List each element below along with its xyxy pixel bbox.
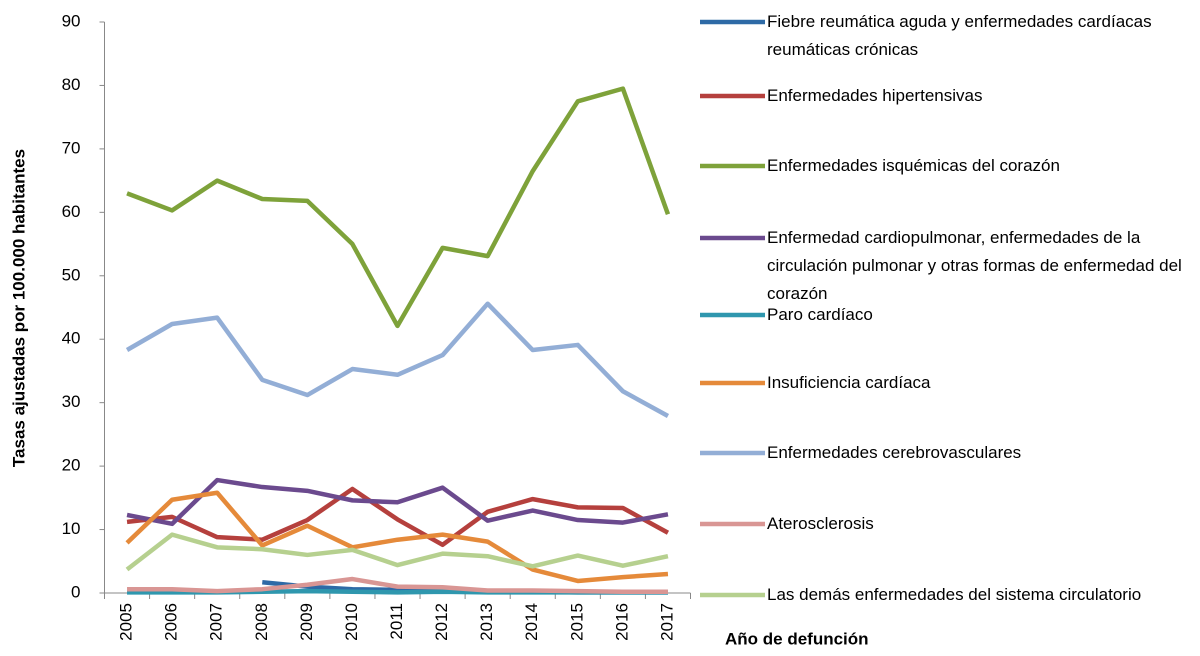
legend-label: Paro cardíaco [767, 305, 873, 324]
series-line [125, 490, 669, 584]
y-tick-label: 0 [71, 582, 80, 601]
y-tick-label: 60 [62, 202, 81, 221]
y-tick-label: 20 [62, 456, 81, 475]
y-tick-label: 10 [62, 519, 81, 538]
legend-label: Las demás enfermedades del sistema circu… [767, 585, 1142, 604]
legend-label: Enfermedades isquémicas del corazón [767, 156, 1060, 175]
x-tick-label: 2017 [657, 603, 676, 641]
y-axis-label: Tasas ajustadas por 100.000 habitantes [9, 149, 28, 467]
x-tick-label: 2013 [477, 603, 496, 641]
series-line [126, 486, 670, 548]
y-tick-label: 50 [62, 265, 81, 284]
x-tick-label: 2009 [297, 603, 316, 641]
x-tick-label: 2016 [612, 603, 631, 641]
x-tick-label: 2011 [387, 603, 406, 640]
x-tick-label: 2006 [162, 603, 181, 641]
y-tick-label: 90 [62, 11, 81, 30]
series-line [125, 301, 670, 418]
series-line [126, 86, 671, 329]
y-tick-label: 40 [62, 329, 81, 348]
x-tick-label: 2015 [567, 603, 586, 641]
series-line [125, 532, 669, 572]
series-line [126, 477, 669, 527]
y-tick-label: 70 [62, 138, 81, 157]
x-tick-label: 2005 [117, 603, 136, 641]
x-tick-label: 2010 [342, 603, 361, 641]
y-tick-label: 80 [62, 75, 81, 94]
x-axis-label: Año de defunción [725, 629, 869, 648]
series-line [127, 576, 668, 594]
legend-label: Aterosclerosis [767, 514, 874, 533]
legend-label: Enfermedades hipertensivas [767, 86, 983, 105]
x-tick-label: 2008 [252, 603, 271, 641]
legend-label: Fiebre reumática aguda y enfermedades ca… [767, 12, 1152, 59]
y-tick-label: 30 [62, 392, 81, 411]
legend-label: Enfermedades cerebrovasculares [767, 443, 1022, 462]
x-tick-label: 2012 [432, 603, 451, 641]
x-tick-label: 2007 [207, 603, 226, 641]
legend-label: Insuficiencia cardíaca [767, 373, 931, 392]
x-tick-label: 2014 [522, 603, 541, 641]
legend-label: Enfermedad cardiopulmonar, enfermedades … [767, 228, 1182, 303]
